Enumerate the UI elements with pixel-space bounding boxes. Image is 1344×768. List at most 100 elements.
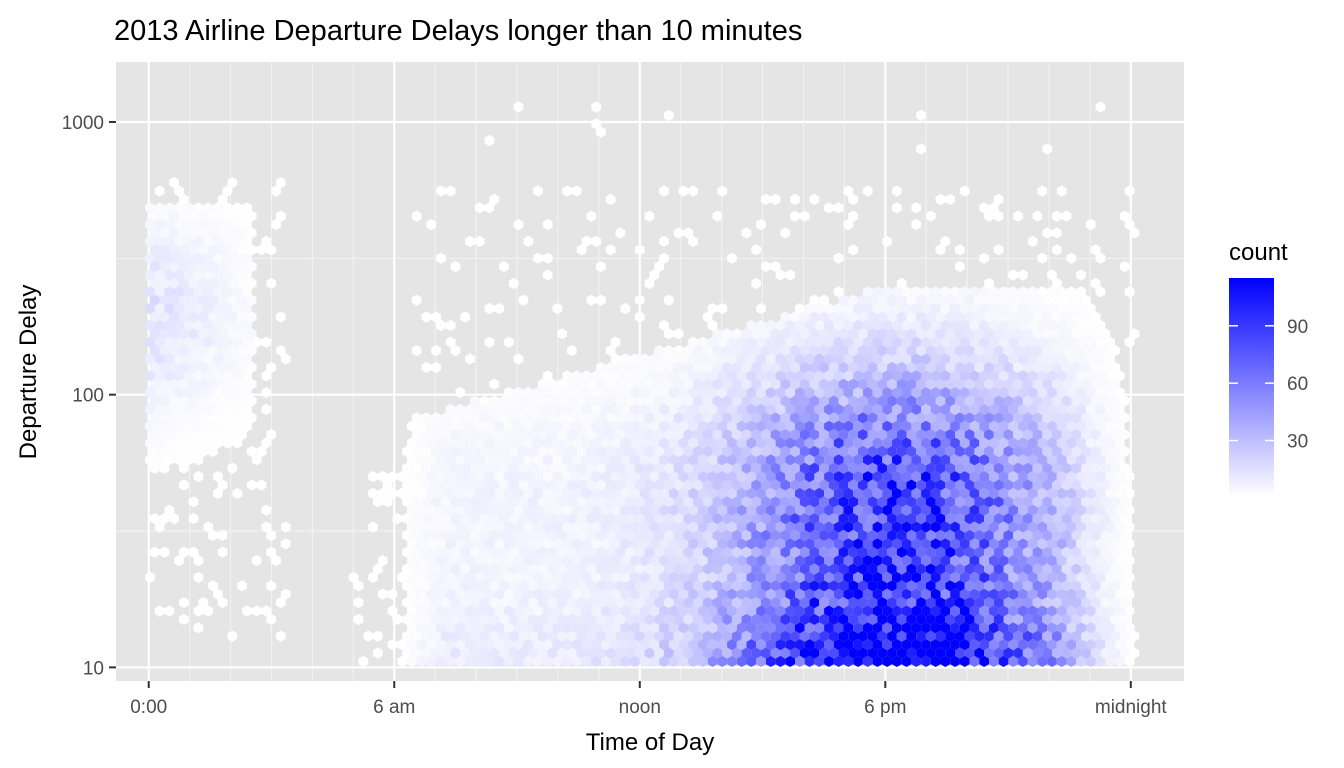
hex-cell bbox=[1056, 303, 1067, 315]
hex-cell bbox=[940, 420, 951, 432]
hex-cell bbox=[586, 210, 597, 222]
hex-cell bbox=[678, 471, 689, 483]
hex-cell bbox=[765, 588, 776, 600]
hex-cell bbox=[1008, 336, 1019, 348]
hex-cell bbox=[770, 597, 781, 609]
hex-cell bbox=[736, 420, 747, 432]
hex-cell bbox=[455, 605, 466, 617]
hex-cell bbox=[654, 395, 664, 407]
hex-cell bbox=[1124, 471, 1135, 483]
hex-cell bbox=[504, 403, 514, 415]
hex-cell bbox=[567, 395, 577, 407]
hex-cell bbox=[833, 286, 844, 298]
hex-cell bbox=[887, 496, 897, 508]
hex-cell bbox=[906, 429, 917, 441]
hex-cell bbox=[673, 462, 684, 474]
hex-cell bbox=[242, 286, 252, 298]
hex-cell bbox=[930, 437, 941, 449]
hex-cell bbox=[814, 639, 825, 651]
hex-cell bbox=[416, 538, 427, 550]
hex-cell bbox=[1027, 639, 1038, 651]
hex-cell bbox=[688, 622, 698, 634]
hex-cell bbox=[1008, 437, 1019, 449]
hex-cell bbox=[906, 613, 917, 625]
hex-cell bbox=[499, 395, 509, 407]
hex-cell bbox=[465, 420, 475, 432]
hex-cell bbox=[460, 429, 470, 441]
hex-cell bbox=[251, 555, 262, 567]
hex-cell bbox=[246, 311, 257, 323]
hex-cell bbox=[862, 471, 873, 483]
hex-cell bbox=[698, 471, 708, 483]
hex-cell bbox=[993, 429, 1004, 441]
hex-cell bbox=[814, 437, 825, 449]
hex-cell bbox=[804, 403, 815, 415]
hex-cell bbox=[436, 471, 446, 483]
hex-cell bbox=[731, 580, 742, 592]
hex-cell bbox=[537, 412, 548, 424]
hex-cell bbox=[882, 286, 892, 298]
hex-cell bbox=[1052, 513, 1062, 525]
hex-cell bbox=[213, 471, 223, 483]
hex-cell bbox=[790, 210, 800, 222]
hex-cell bbox=[916, 294, 926, 306]
hex-cell bbox=[620, 420, 631, 432]
hex-cell bbox=[785, 437, 795, 449]
hex-cell bbox=[450, 580, 461, 592]
hex-cell bbox=[504, 471, 514, 483]
hex-cell bbox=[523, 588, 534, 600]
hex-cell bbox=[213, 403, 223, 415]
hex-cell bbox=[436, 555, 446, 567]
hex-cell bbox=[1061, 345, 1072, 357]
hex-cell bbox=[596, 496, 606, 508]
hex-cell bbox=[901, 605, 912, 617]
hex-cell bbox=[862, 336, 873, 348]
hex-cell bbox=[955, 462, 965, 474]
hex-cell bbox=[925, 496, 936, 508]
hex-cell bbox=[731, 630, 742, 642]
hex-cell bbox=[901, 437, 912, 449]
hex-cell bbox=[149, 210, 160, 222]
hex-cell bbox=[722, 412, 732, 424]
hex-cell bbox=[683, 412, 694, 424]
hex-cell bbox=[1076, 471, 1086, 483]
hex-cell bbox=[969, 286, 980, 298]
hex-cell bbox=[828, 462, 839, 474]
hex-cell bbox=[1032, 361, 1043, 373]
hex-cell bbox=[959, 319, 970, 331]
hex-cell bbox=[911, 538, 922, 550]
hex-cell bbox=[654, 261, 664, 273]
hex-cell bbox=[688, 437, 698, 449]
hex-cell bbox=[896, 328, 907, 340]
hex-cell bbox=[523, 555, 534, 567]
hex-cell bbox=[858, 496, 868, 508]
hex-cell bbox=[1037, 471, 1048, 483]
hex-cell bbox=[751, 597, 761, 609]
hex-cell bbox=[1037, 437, 1048, 449]
hex-cell bbox=[1115, 639, 1125, 651]
hex-cell bbox=[775, 504, 786, 516]
hex-cell bbox=[639, 387, 650, 399]
hex-cell bbox=[586, 395, 597, 407]
hex-cell bbox=[867, 546, 878, 558]
hex-cell bbox=[649, 454, 660, 466]
hex-cell bbox=[242, 403, 252, 415]
hex-cell bbox=[887, 462, 897, 474]
hex-cell bbox=[668, 538, 679, 550]
hex-cell bbox=[838, 613, 849, 625]
hex-cell bbox=[198, 412, 209, 424]
hex-cell bbox=[911, 655, 922, 667]
hex-cell bbox=[809, 193, 820, 205]
hex-cell bbox=[431, 462, 441, 474]
hex-cell bbox=[445, 538, 456, 550]
hex-cell bbox=[455, 655, 466, 667]
hex-cell bbox=[567, 378, 577, 390]
hex-cell bbox=[833, 521, 844, 533]
hex-cell bbox=[925, 630, 936, 642]
hex-cell bbox=[1119, 630, 1130, 642]
hex-cell bbox=[921, 319, 931, 331]
hex-cell bbox=[712, 328, 723, 340]
hex-cell bbox=[712, 647, 723, 659]
hex-cell bbox=[1042, 412, 1052, 424]
hex-cell bbox=[610, 639, 621, 651]
